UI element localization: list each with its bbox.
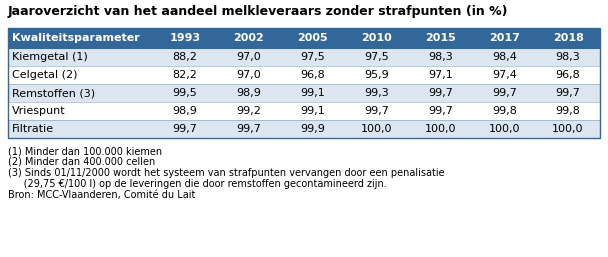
Text: 2010: 2010	[361, 33, 392, 43]
Text: 97,0: 97,0	[237, 70, 261, 80]
Bar	[8, 84, 600, 102]
Text: 99,7: 99,7	[237, 124, 261, 134]
Text: 99,7: 99,7	[428, 88, 453, 98]
Bar	[8, 48, 600, 66]
Text: 96,8: 96,8	[556, 70, 581, 80]
Text: 99,8: 99,8	[556, 106, 581, 116]
Bar	[8, 28, 600, 48]
Text: 97,5: 97,5	[300, 52, 325, 62]
Text: 99,7: 99,7	[364, 106, 389, 116]
Text: 99,7: 99,7	[556, 88, 581, 98]
Bar	[8, 28, 600, 138]
Text: 2002: 2002	[233, 33, 264, 43]
Text: 96,8: 96,8	[300, 70, 325, 80]
Text: (29,75 €/100 l) op de leveringen die door remstoffen gecontamineerd zijn.: (29,75 €/100 l) op de leveringen die doo…	[8, 179, 387, 189]
Text: 2005: 2005	[297, 33, 328, 43]
Text: Filtratie: Filtratie	[12, 124, 54, 134]
Text: 2017: 2017	[489, 33, 520, 43]
Text: Kwaliteitsparameter: Kwaliteitsparameter	[12, 33, 140, 43]
Text: 95,9: 95,9	[364, 70, 389, 80]
Text: 99,3: 99,3	[364, 88, 389, 98]
Text: 99,8: 99,8	[492, 106, 517, 116]
Text: (1) Minder dan 100.000 kiemen: (1) Minder dan 100.000 kiemen	[8, 146, 162, 156]
Text: 97,4: 97,4	[492, 70, 517, 80]
Text: 98,9: 98,9	[173, 106, 198, 116]
Text: 100,0: 100,0	[361, 124, 392, 134]
Text: (2) Minder dan 400.000 cellen: (2) Minder dan 400.000 cellen	[8, 157, 155, 167]
Text: 98,9: 98,9	[237, 88, 261, 98]
Text: 2018: 2018	[553, 33, 584, 43]
Bar	[8, 120, 600, 138]
Text: 100,0: 100,0	[488, 124, 520, 134]
Text: 99,2: 99,2	[237, 106, 261, 116]
Text: Bron: MCC-Vlaanderen, Comité du Lait: Bron: MCC-Vlaanderen, Comité du Lait	[8, 190, 195, 200]
Text: 98,4: 98,4	[492, 52, 517, 62]
Text: Kiemgetal (1): Kiemgetal (1)	[12, 52, 88, 62]
Text: 99,7: 99,7	[173, 124, 198, 134]
Bar	[8, 102, 600, 120]
Text: 88,2: 88,2	[173, 52, 198, 62]
Text: (3) Sinds 01/11/2000 wordt het systeem van strafpunten vervangen door een penali: (3) Sinds 01/11/2000 wordt het systeem v…	[8, 168, 444, 178]
Text: Jaaroverzicht van het aandeel melkleveraars zonder strafpunten (in %): Jaaroverzicht van het aandeel melklevera…	[8, 5, 508, 18]
Text: 98,3: 98,3	[428, 52, 453, 62]
Text: 99,9: 99,9	[300, 124, 325, 134]
Text: 97,0: 97,0	[237, 52, 261, 62]
Text: 99,1: 99,1	[300, 106, 325, 116]
Text: 2015: 2015	[425, 33, 456, 43]
Text: 99,7: 99,7	[428, 106, 453, 116]
Text: 99,1: 99,1	[300, 88, 325, 98]
Text: 100,0: 100,0	[552, 124, 584, 134]
Text: 97,1: 97,1	[428, 70, 453, 80]
Text: Vriespunt: Vriespunt	[12, 106, 66, 116]
Text: 82,2: 82,2	[173, 70, 198, 80]
Text: 99,5: 99,5	[173, 88, 198, 98]
Bar	[8, 66, 600, 84]
Text: 98,3: 98,3	[556, 52, 581, 62]
Text: 1993: 1993	[170, 33, 201, 43]
Text: Celgetal (2): Celgetal (2)	[12, 70, 77, 80]
Text: 100,0: 100,0	[424, 124, 456, 134]
Text: 97,5: 97,5	[364, 52, 389, 62]
Text: 99,7: 99,7	[492, 88, 517, 98]
Text: Remstoffen (3): Remstoffen (3)	[12, 88, 95, 98]
